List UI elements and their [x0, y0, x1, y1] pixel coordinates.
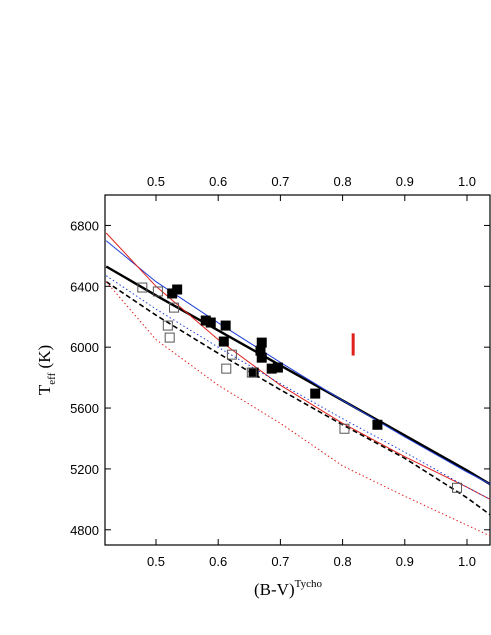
- plot-frame: [104, 194, 491, 546]
- point: [164, 332, 175, 343]
- point: [152, 286, 163, 297]
- point: [220, 320, 231, 331]
- y-tick-label: 6800: [70, 218, 99, 233]
- y-tick-label: 6000: [70, 340, 99, 355]
- x-label-sup: Tycho: [295, 578, 323, 590]
- y-tick-label: 5200: [70, 462, 99, 477]
- y-label-sub: eff: [46, 372, 58, 384]
- curve: [105, 281, 491, 537]
- x-tick-label-top: 0.9: [396, 174, 414, 189]
- point: [218, 336, 229, 347]
- point: [169, 302, 180, 313]
- x-tick-label: 0.6: [209, 554, 227, 569]
- y-tick-label: 4800: [70, 523, 99, 538]
- x-tick-label: 0.8: [334, 554, 352, 569]
- point: [137, 282, 148, 293]
- x-tick-label-top: 0.6: [209, 174, 227, 189]
- y-label-main: T: [35, 384, 54, 395]
- x-tick-label-top: 0.8: [334, 174, 352, 189]
- x-tick-label: 0.7: [271, 554, 289, 569]
- curve: [105, 232, 491, 500]
- point: [172, 284, 183, 295]
- point: [310, 388, 321, 399]
- point: [372, 419, 383, 430]
- y-label-rest: (K): [35, 345, 54, 373]
- y-axis-label: Teff (K): [35, 345, 58, 395]
- curve: [105, 275, 491, 500]
- x-tick-label-top: 1.0: [458, 174, 476, 189]
- point: [205, 317, 216, 328]
- x-label-main: (B-V): [254, 580, 295, 599]
- x-tick-label-top: 0.7: [271, 174, 289, 189]
- point: [452, 482, 463, 493]
- x-axis-label: (B-V)Tycho: [254, 578, 322, 599]
- curve: [105, 240, 491, 485]
- x-tick-label: 1.0: [458, 554, 476, 569]
- point: [226, 349, 237, 360]
- point: [248, 367, 259, 378]
- y-tick-label: 6400: [70, 279, 99, 294]
- curve: [105, 281, 491, 516]
- plot-area: [105, 232, 491, 537]
- point: [256, 352, 267, 363]
- y-tick-label: 5600: [70, 401, 99, 416]
- point: [339, 423, 350, 434]
- x-tick-label: 0.9: [396, 554, 414, 569]
- curve: [105, 265, 491, 486]
- point: [246, 367, 257, 378]
- point: [272, 362, 283, 373]
- point: [221, 363, 232, 374]
- x-tick-label-top: 0.5: [147, 174, 165, 189]
- x-tick-label: 0.5: [147, 554, 165, 569]
- point: [162, 320, 173, 331]
